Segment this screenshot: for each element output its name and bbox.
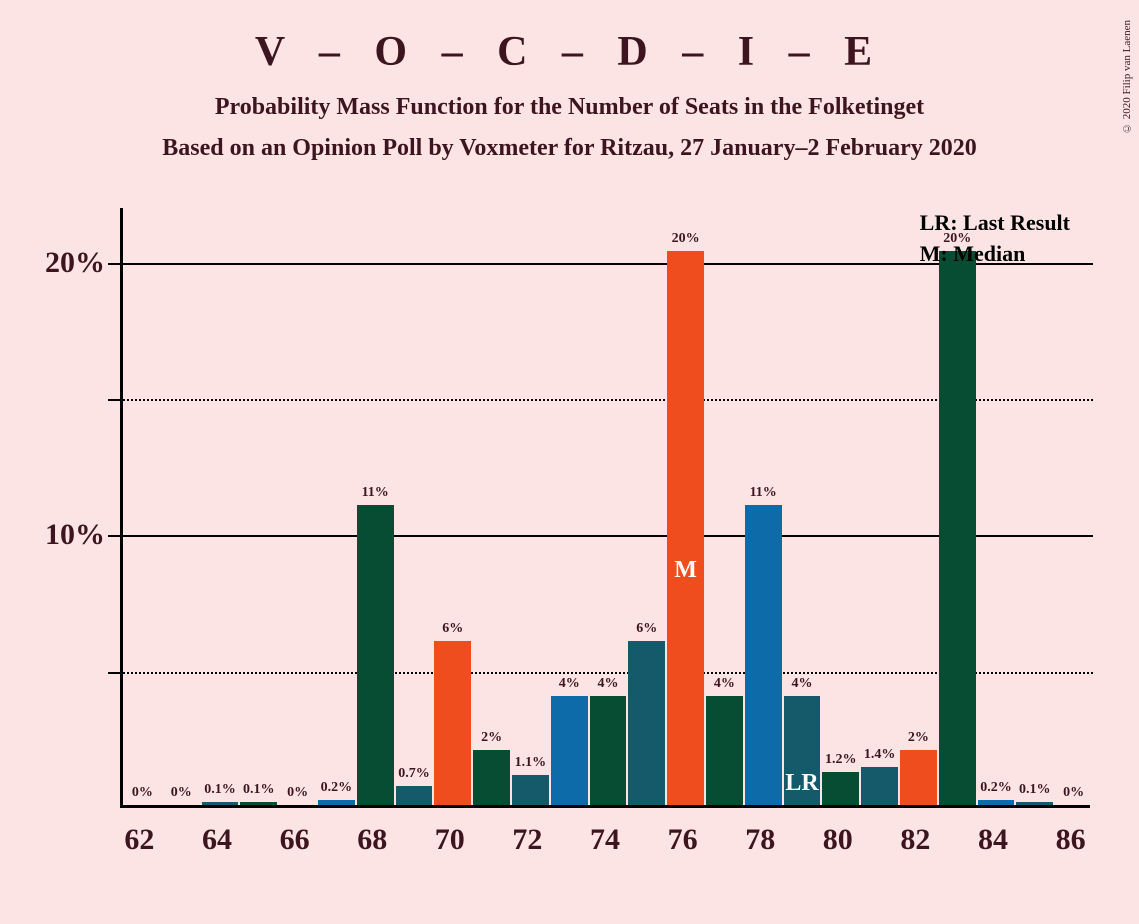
x-axis-label: 74 — [590, 823, 620, 857]
bar-value-label: 0% — [171, 785, 192, 801]
bar-value-label: 11% — [362, 485, 389, 501]
bar-value-label: 11% — [750, 485, 777, 501]
bar-value-label: 1.2% — [825, 752, 857, 768]
bar — [590, 696, 627, 805]
x-axis-label: 86 — [1056, 823, 1086, 857]
bar — [667, 251, 704, 805]
x-axis-label: 70 — [435, 823, 465, 857]
x-axis-label: 68 — [357, 823, 387, 857]
chart-subtitle-1: Probability Mass Function for the Number… — [0, 94, 1139, 121]
bar-value-label: 6% — [636, 621, 657, 637]
bar-value-label: 0.2% — [321, 780, 353, 796]
y-axis-label: 20% — [45, 246, 105, 280]
bar-value-label: 4% — [792, 676, 813, 692]
y-tick — [108, 399, 123, 401]
bar — [745, 505, 782, 805]
bar — [473, 750, 510, 805]
x-axis-label: 66 — [280, 823, 310, 857]
bar — [706, 696, 743, 805]
x-axis-label: 84 — [978, 823, 1008, 857]
bar — [1016, 802, 1053, 805]
bar — [434, 641, 471, 805]
y-axis-label: 10% — [45, 518, 105, 552]
bar — [978, 800, 1015, 805]
bar — [900, 750, 937, 805]
bar — [822, 772, 859, 805]
x-axis-label: 72 — [512, 823, 542, 857]
bar — [551, 696, 588, 805]
x-axis-label: 76 — [668, 823, 698, 857]
chart-title: V – O – C – D – I – E — [0, 0, 1139, 76]
bar-value-label: 0.1% — [1019, 782, 1051, 798]
bar-value-label: 0.7% — [398, 766, 430, 782]
legend-m: M: Median — [920, 239, 1070, 270]
bar — [512, 775, 549, 805]
y-tick — [108, 672, 123, 674]
bar — [318, 800, 355, 805]
bar — [861, 767, 898, 805]
copyright-text: © 2020 Filip van Laenen — [1121, 20, 1133, 134]
bar-value-label: 2% — [908, 730, 929, 746]
bar-value-label: 20% — [672, 231, 700, 247]
bar-value-label: 0.1% — [204, 782, 236, 798]
bar-value-label: 2% — [481, 730, 502, 746]
x-axis-label: 80 — [823, 823, 853, 857]
y-tick — [108, 535, 123, 537]
x-axis-label: 82 — [900, 823, 930, 857]
bar — [396, 786, 433, 805]
bar-value-label: 4% — [559, 676, 580, 692]
bar-value-label: 0.1% — [243, 782, 275, 798]
x-axis-label: 62 — [124, 823, 154, 857]
bar-value-label: 4% — [714, 676, 735, 692]
bar-value-label: 0% — [132, 785, 153, 801]
bar-value-label: 1.1% — [515, 755, 547, 771]
bar-value-label: 4% — [598, 676, 619, 692]
bar — [939, 251, 976, 805]
bar — [628, 641, 665, 805]
legend-lr: LR: Last Result — [920, 208, 1070, 239]
bar-value-label: 1.4% — [864, 747, 896, 763]
plot-region: 0% 0% 0.1% 0.1% 0% 0.2% 11% 0.7% 6% 2% 1.1% 4% 4% 6% 2… — [120, 208, 1090, 808]
x-axis-label: 64 — [202, 823, 232, 857]
y-tick — [108, 263, 123, 265]
x-axis-label: 78 — [745, 823, 775, 857]
legend: LR: Last Result M: Median — [920, 208, 1070, 270]
bar — [202, 802, 239, 805]
bar-value-label: 0% — [1063, 785, 1084, 801]
last-result-marker: LR — [785, 770, 818, 797]
median-marker: M — [674, 557, 697, 584]
chart-area: 0% 0% 0.1% 0.1% 0% 0.2% 11% 0.7% 6% 2% 1.1% 4% 4% 6% 2… — [120, 208, 1090, 808]
bar-value-label: 6% — [442, 621, 463, 637]
bar-value-label: 0% — [287, 785, 308, 801]
bar — [240, 802, 277, 805]
bar-value-label: 0.2% — [980, 780, 1012, 796]
bar — [357, 505, 394, 805]
chart-subtitle-2: Based on an Opinion Poll by Voxmeter for… — [0, 135, 1139, 162]
